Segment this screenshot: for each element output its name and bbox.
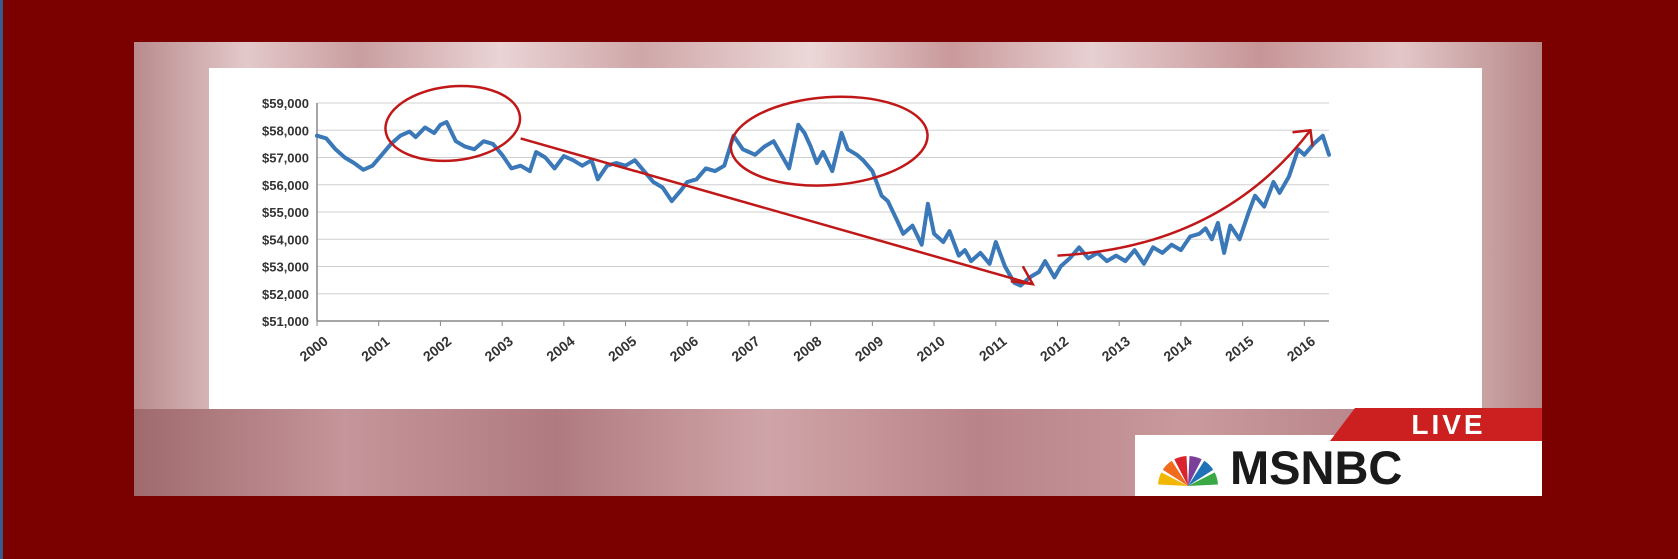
peacock-feather xyxy=(1158,472,1188,486)
y-tick-label: $51,000 xyxy=(262,314,309,329)
annotation-arrow xyxy=(520,137,1034,286)
annotation-circle xyxy=(384,84,522,163)
peacock-feather xyxy=(1188,456,1202,486)
left-edge-strip xyxy=(0,0,3,559)
x-tick-label: 2008 xyxy=(790,333,825,365)
x-tick-label: 2012 xyxy=(1037,333,1072,365)
y-axis-ticks: $51,000 $52,000 $53,000 $54,000 $55,000 $56,0… xyxy=(262,96,309,329)
y-tick-label: $52,000 xyxy=(262,287,309,302)
y-tick-label: $58,000 xyxy=(262,123,309,138)
x-tick-label: 2004 xyxy=(543,333,578,365)
y-tick-label: $55,000 xyxy=(262,205,309,220)
series-line xyxy=(315,120,1331,288)
annotation-arrowhead xyxy=(1010,265,1036,286)
x-tick-label: 2006 xyxy=(667,333,702,365)
y-tick-label: $54,000 xyxy=(262,232,309,247)
x-tick-label: 2002 xyxy=(420,333,455,365)
x-tick-label: 2013 xyxy=(1099,333,1134,365)
x-tick-label: 2000 xyxy=(296,333,331,365)
peacock-feather xyxy=(1188,460,1214,486)
grid-layer xyxy=(316,102,1329,326)
live-label: LIVE xyxy=(1411,409,1486,440)
series-layer xyxy=(315,120,1331,288)
annotation-arrowhead xyxy=(1292,128,1314,147)
annotation-arrow xyxy=(1057,129,1312,257)
chart-panel: $51,000 $52,000 $53,000 $54,000 $55,000 $56,0… xyxy=(209,68,1482,409)
peacock-feather xyxy=(1162,460,1188,486)
x-tick-label: 2009 xyxy=(852,333,887,365)
network-name: MSNBC xyxy=(1230,441,1403,494)
x-tick-label: 2010 xyxy=(914,333,949,365)
live-badge xyxy=(1355,408,1542,441)
x-tick-label: 2015 xyxy=(1222,333,1257,365)
income-line-chart: $51,000 $52,000 $53,000 $54,000 $55,000 $56,0… xyxy=(262,84,1331,365)
x-axis-ticks: 2000 2001 2002 2003 2004 2005 2006 2007 2008 2009… xyxy=(296,333,1318,365)
x-tick-label: 2016 xyxy=(1284,333,1319,365)
peacock-logo-icon xyxy=(1158,456,1218,486)
annotation-circle xyxy=(729,95,929,187)
y-tick-label: $57,000 xyxy=(262,151,309,166)
x-tick-label: 2001 xyxy=(358,333,393,365)
peacock-feather xyxy=(1174,456,1188,486)
y-tick-label: $59,000 xyxy=(262,96,309,111)
y-tick-label: $56,000 xyxy=(262,178,309,193)
annotation-layer xyxy=(384,84,1314,286)
x-tick-label: 2011 xyxy=(976,333,1010,364)
live-badge-notch xyxy=(1330,408,1355,441)
x-tick-label: 2007 xyxy=(728,333,763,365)
x-tick-label: 2005 xyxy=(605,333,640,365)
x-tick-label: 2003 xyxy=(482,333,517,365)
y-tick-label: $53,000 xyxy=(262,260,309,275)
x-tick-label: 2014 xyxy=(1160,333,1195,365)
peacock-feather xyxy=(1188,472,1218,486)
